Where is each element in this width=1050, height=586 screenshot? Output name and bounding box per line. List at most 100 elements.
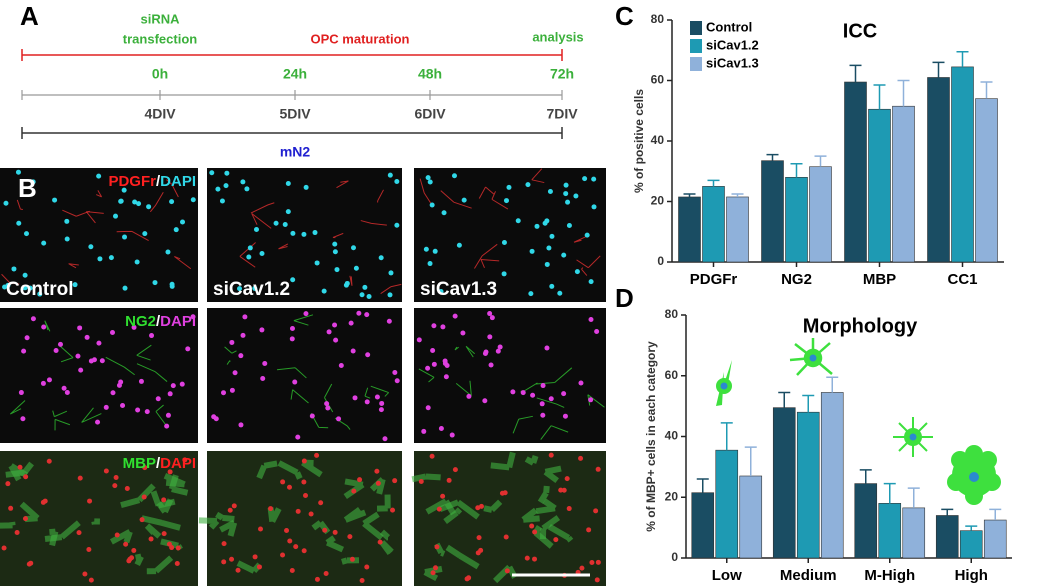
process (581, 267, 588, 276)
nucleus (374, 394, 380, 400)
event-label: transfection (123, 31, 197, 46)
error-bar (849, 64, 862, 83)
bar (935, 515, 959, 559)
nucleus (362, 284, 368, 290)
nucleus (364, 399, 370, 405)
nucleus (284, 527, 290, 533)
nucleus (8, 505, 14, 511)
nucleus (324, 401, 330, 407)
nucleus (539, 401, 545, 407)
process (440, 190, 472, 209)
process (536, 397, 565, 408)
nucleus (240, 179, 246, 185)
nucleus (301, 231, 307, 237)
stain-separator: / (156, 173, 161, 190)
process (91, 518, 100, 525)
nucleus (353, 265, 359, 271)
nucleus (314, 452, 320, 458)
nucleus (22, 285, 28, 291)
process (109, 529, 133, 545)
nucleus (16, 220, 22, 226)
nucleus (303, 311, 309, 317)
process (543, 465, 562, 484)
nucleus (3, 200, 9, 206)
nucleus (374, 468, 380, 474)
timeline-gray (21, 90, 563, 100)
nucleus (540, 412, 546, 418)
nucleus (532, 556, 538, 562)
process (455, 380, 472, 397)
nucleus (561, 252, 567, 258)
nucleus (443, 374, 449, 380)
process (136, 363, 168, 382)
bar (975, 98, 998, 263)
nucleus (529, 248, 535, 254)
hour-label: 0h (152, 66, 168, 82)
process (198, 517, 220, 530)
nucleus (357, 477, 363, 483)
micrograph (414, 451, 606, 586)
nucleus (359, 292, 365, 298)
error-bar (965, 525, 978, 531)
nucleus (165, 249, 171, 255)
nucleus (136, 201, 142, 207)
nucleus (394, 378, 400, 384)
nucleus (528, 291, 534, 297)
nucleus (482, 351, 488, 357)
y-tick-label: 20 (665, 489, 679, 503)
process (343, 507, 367, 523)
nucleus (53, 348, 59, 354)
nucleus (287, 538, 293, 544)
nucleus (434, 544, 440, 550)
nucleus (332, 322, 338, 328)
nucleus (64, 236, 70, 242)
nucleus (503, 198, 509, 204)
process (215, 511, 235, 522)
bar (878, 503, 902, 559)
nucleus (430, 348, 436, 354)
nucleus (88, 577, 94, 583)
nucleus (303, 184, 309, 190)
nucleus (252, 554, 258, 560)
nucleus (418, 478, 424, 484)
nucleus (501, 239, 507, 245)
nucleus (431, 323, 437, 329)
nucleus (95, 419, 101, 425)
nucleus (321, 288, 327, 294)
condition-label: siCav1.3 (420, 279, 497, 300)
nucleus (338, 362, 344, 368)
nucleus (112, 483, 118, 489)
nucleus (438, 289, 444, 295)
nucleus (375, 480, 381, 486)
process (276, 367, 307, 379)
bar (809, 166, 832, 263)
nucleus (77, 475, 83, 481)
nucleus (501, 271, 507, 277)
nucleus (229, 387, 235, 393)
nucleus (308, 511, 314, 517)
y-tick-label: 40 (651, 133, 665, 147)
bar (702, 186, 725, 263)
nucleus (532, 529, 538, 535)
bar (772, 407, 796, 559)
nucleus (506, 184, 512, 190)
nucleus (392, 478, 398, 484)
nucleus (91, 357, 97, 363)
nucleus (582, 176, 588, 182)
nucleus (103, 404, 109, 410)
nucleus (18, 390, 24, 396)
stain-marker: NG2 (125, 313, 156, 330)
process (576, 255, 601, 269)
nucleus (141, 494, 147, 500)
nucleus (285, 209, 291, 215)
process (377, 189, 384, 203)
nucleus (211, 414, 217, 420)
nucleus (561, 391, 567, 397)
nucleus (497, 344, 503, 350)
nucleus (544, 218, 550, 224)
nucleus (247, 245, 253, 251)
y-tick-label: 60 (651, 73, 665, 87)
process (536, 367, 573, 385)
process (376, 494, 391, 512)
nucleus (378, 407, 384, 413)
